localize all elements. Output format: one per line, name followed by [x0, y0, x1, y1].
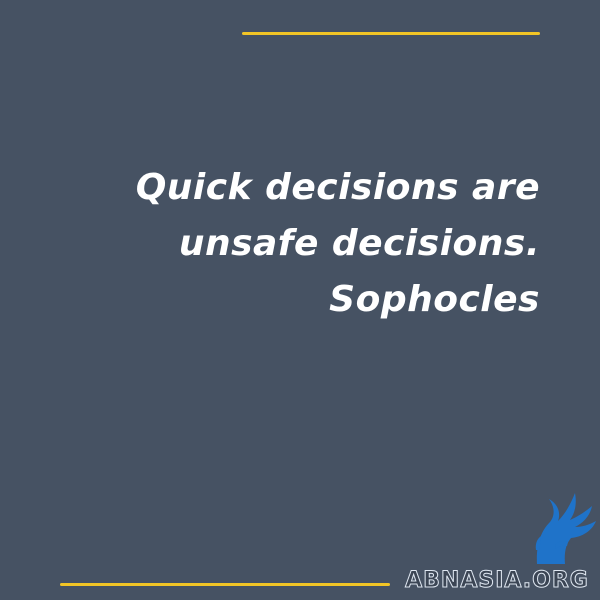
quote-author: Sophocles	[329, 279, 540, 320]
griffin-logo-icon	[535, 493, 596, 564]
brand-logo: ABNASIA.ORG	[395, 486, 600, 600]
quote-line-1: Quick decisions are	[135, 167, 540, 208]
quote-line-2: unsafe decisions.	[178, 223, 540, 264]
bottom-accent-line	[60, 583, 390, 586]
quote-block: Quick decisions are unsafe decisions. So…	[70, 160, 540, 328]
brand-name: ABNASIA.ORG	[405, 568, 589, 594]
top-accent-line	[242, 32, 540, 35]
